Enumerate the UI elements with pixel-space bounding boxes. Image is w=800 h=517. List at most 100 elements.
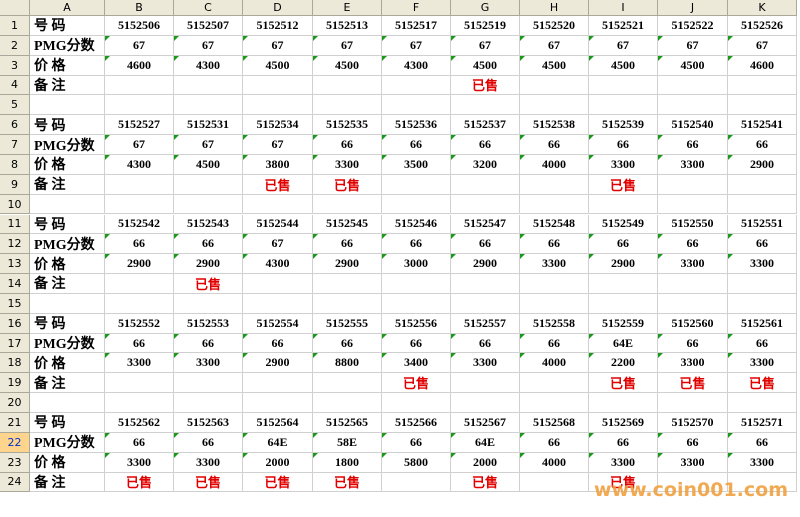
column-header: J: [658, 0, 728, 16]
cell: 4000: [520, 154, 589, 175]
row-header: 22: [0, 432, 30, 453]
cell: [313, 274, 382, 294]
cell: 已售: [174, 472, 243, 493]
cell: [451, 293, 520, 314]
cell: 66: [520, 333, 589, 354]
row-label: 号 码: [30, 214, 105, 235]
cell: 5152552: [105, 313, 174, 334]
cell: [313, 95, 382, 116]
cell: 3500: [382, 154, 451, 175]
cell: 66: [105, 333, 174, 354]
cell: 66: [451, 234, 520, 255]
cell: [728, 393, 797, 413]
row-header: 2: [0, 35, 30, 56]
cell: [382, 274, 451, 294]
cell: 5152569: [589, 413, 658, 433]
cell: [728, 274, 797, 294]
cell: 5152565: [313, 413, 382, 433]
cell: 5152568: [520, 413, 589, 433]
cell: 4300: [105, 154, 174, 175]
cell: 5152531: [174, 115, 243, 136]
cell: [382, 293, 451, 314]
column-header: A: [30, 0, 105, 16]
cell: 8800: [313, 353, 382, 374]
cell: 66: [382, 135, 451, 155]
cell: 67: [313, 35, 382, 56]
cell: [658, 174, 728, 195]
cell: 已售: [243, 472, 313, 493]
cell: 4500: [658, 55, 728, 76]
cell: [589, 274, 658, 294]
cell: 5152521: [589, 16, 658, 36]
cell: [382, 174, 451, 195]
cell: [728, 75, 797, 96]
cell: 67: [243, 35, 313, 56]
cell: 67: [451, 35, 520, 56]
cell: 67: [243, 135, 313, 155]
cell: [451, 274, 520, 294]
cell: 67: [658, 35, 728, 56]
cell: 5152522: [658, 16, 728, 36]
column-header: K: [728, 0, 797, 16]
cell: 5152554: [243, 313, 313, 334]
cell: 3300: [174, 353, 243, 374]
cell: [728, 95, 797, 116]
cell: 66: [243, 333, 313, 354]
cell: 4300: [174, 55, 243, 76]
cell: [589, 393, 658, 413]
cell: 5152536: [382, 115, 451, 136]
cell: [105, 274, 174, 294]
cell: [520, 194, 589, 215]
cell: [243, 393, 313, 413]
column-header: G: [451, 0, 520, 16]
cell: [728, 194, 797, 215]
cell: 3300: [174, 452, 243, 473]
cell: 58E: [313, 432, 382, 453]
cell: [658, 274, 728, 294]
cell: 已售: [589, 472, 658, 493]
cell: 5152527: [105, 115, 174, 136]
row-label: 价 格: [30, 154, 105, 175]
row-header: 9: [0, 174, 30, 195]
cell: 3300: [728, 353, 797, 374]
cell: 4300: [382, 55, 451, 76]
cell: [174, 293, 243, 314]
cell: [382, 75, 451, 96]
column-header: H: [520, 0, 589, 16]
cell: [520, 75, 589, 96]
cell: 5152560: [658, 313, 728, 334]
cell: 67: [243, 234, 313, 255]
cell: 66: [589, 432, 658, 453]
cell: 5152553: [174, 313, 243, 334]
row-header: 1: [0, 16, 30, 36]
cell: 66: [589, 234, 658, 255]
cell: 5152559: [589, 313, 658, 334]
row-header: 10: [0, 194, 30, 215]
column-header: E: [313, 0, 382, 16]
row-label: 价 格: [30, 452, 105, 473]
cell: 67: [105, 35, 174, 56]
row-label: 备 注: [30, 373, 105, 394]
row-label: 号 码: [30, 313, 105, 334]
cell: [658, 95, 728, 116]
cell: [589, 293, 658, 314]
column-header: I: [589, 0, 658, 16]
cell: 2900: [313, 254, 382, 275]
cell: [243, 293, 313, 314]
row-header: 14: [0, 274, 30, 294]
cell: [589, 75, 658, 96]
cell: 5152540: [658, 115, 728, 136]
row-header: 24: [0, 472, 30, 493]
cell: 5152566: [382, 413, 451, 433]
cell: [451, 194, 520, 215]
cell: 已售: [174, 274, 243, 294]
row-label: 号 码: [30, 115, 105, 136]
cell: 3300: [728, 452, 797, 473]
cell: 5152545: [313, 214, 382, 235]
row-label: 号 码: [30, 413, 105, 433]
cell: 3300: [589, 154, 658, 175]
row-label: 备 注: [30, 472, 105, 493]
cell: 已售: [313, 472, 382, 493]
row-label: PMG分数: [30, 35, 105, 56]
